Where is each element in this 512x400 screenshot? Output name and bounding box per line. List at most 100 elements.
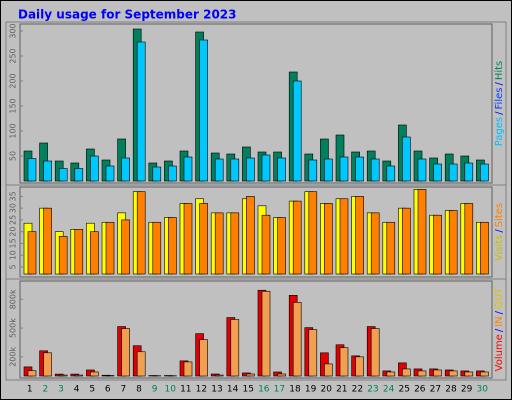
bar [433,163,442,182]
legend-entry: Visits [494,235,505,262]
bar [261,214,271,275]
y-tick-label: 15 [9,238,18,248]
bar [370,158,380,182]
bar [199,203,208,275]
x-tick-label: 24 [383,385,395,395]
bar [324,158,333,182]
bar [370,328,380,377]
bar [386,221,396,275]
y-tick-label: 800k [9,289,18,309]
bar [136,41,146,182]
bar [480,221,489,275]
bar [136,351,146,377]
x-tick-label: 30 [476,385,488,395]
x-tick-label: 19 [305,385,317,395]
bar [43,160,52,182]
bar [370,212,380,275]
bar [261,290,271,377]
bar [168,165,177,182]
bar [183,361,193,377]
legend-entry: / [494,111,505,115]
bar [292,302,302,377]
legend-entry: OUT [494,287,505,309]
bar [355,356,364,377]
x-tick-label: 1 [27,385,33,395]
bar [355,196,364,275]
bar [183,203,193,275]
bar [121,157,130,182]
plot-area [19,280,493,379]
bar [121,219,130,275]
legend-entry: Pages [494,117,505,146]
bar [339,347,349,377]
bar [58,236,68,275]
bar [43,352,52,377]
bar [27,158,37,182]
bar [230,158,240,182]
bar [90,371,99,377]
bar [105,165,115,182]
bar [308,159,318,182]
y-tick-label: 300 [9,23,18,38]
bar [339,198,349,275]
bar [58,168,68,182]
x-tick-label: 2 [43,385,49,395]
bar [74,229,84,275]
bar [58,374,68,377]
bar [355,156,364,182]
bar [480,371,489,377]
x-tick-label: 6 [105,385,111,395]
y-tick-label: 5 [9,264,18,269]
legend-entry: Volume [494,334,505,371]
legend-entry: Sites [494,203,505,227]
bar [152,166,162,182]
bar [136,191,146,275]
x-tick-label: 9 [152,385,158,395]
bar [417,189,427,275]
legend-entry: / [494,82,505,86]
x-tick-label: 4 [74,385,80,395]
x-tick-label: 8 [136,385,142,395]
bar [74,168,84,182]
bar [386,165,396,182]
bar [386,371,396,377]
x-tick-label: 3 [58,385,64,395]
x-tick-label: 7 [121,385,127,395]
y-tick-label: 200k [9,347,18,367]
bar [292,200,302,275]
y-tick-label: 150 [9,98,18,113]
legend: Pages/Files/Hits [494,61,505,147]
x-tick-label: 12 [196,385,207,395]
bar [433,369,442,377]
bar [464,203,474,275]
x-tick-label: 11 [180,385,191,395]
bar [448,163,458,182]
x-tick-label: 10 [164,385,176,395]
x-tick-label: 17 [274,385,285,395]
legend-entry: / [494,310,505,314]
x-tick-label: 20 [320,385,332,395]
x-tick-label: 28 [445,385,457,395]
x-tick-label: 26 [414,385,426,395]
bar [402,136,411,182]
x-tick-label: 21 [336,385,347,395]
x-tick-label: 13 [211,385,222,395]
bar [448,210,458,275]
x-tick-label: 16 [258,385,270,395]
bar [105,221,115,275]
legend-entry: / [494,328,505,332]
legend: Volume/IN/OUT [494,287,505,372]
bar [324,363,333,377]
bar [292,80,302,182]
y-tick-label: 30 [9,203,18,213]
bar [480,163,489,182]
bar [464,371,474,377]
x-tick-label: 29 [461,385,473,395]
y-tick-label: 500k [9,318,18,338]
bar [433,214,442,275]
bar [27,231,37,275]
panel-frame [5,278,507,381]
bar [464,162,474,182]
bar [152,221,162,275]
